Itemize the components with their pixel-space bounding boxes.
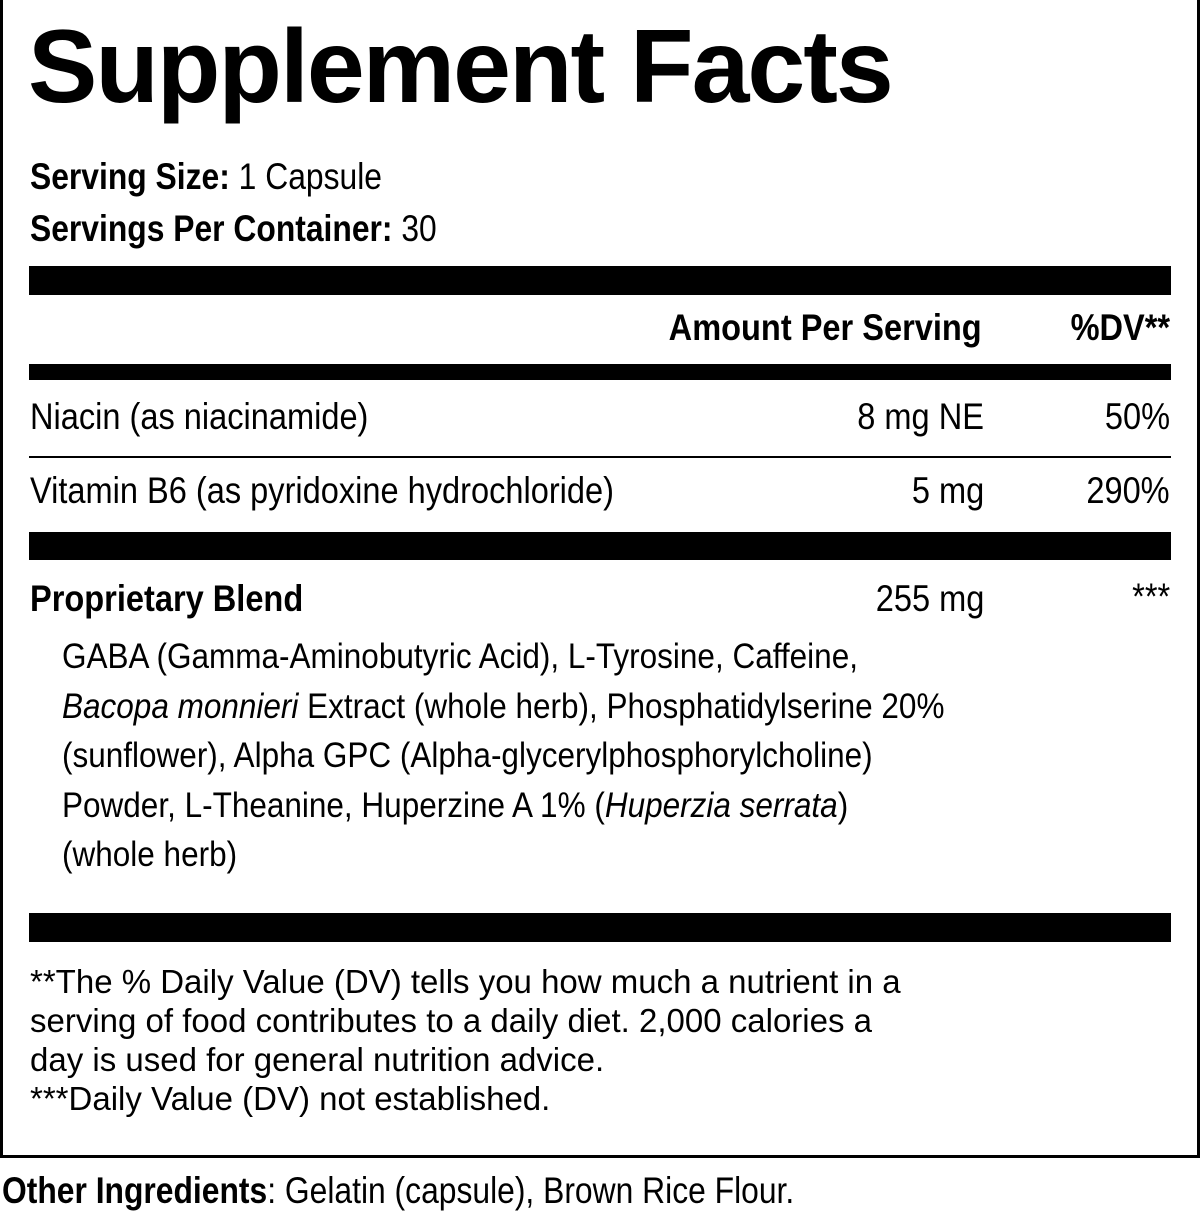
dv-header: %DV** — [1070, 307, 1170, 348]
footnotes: **The % Daily Value (DV) tells you how m… — [30, 962, 901, 1118]
divider-thick — [29, 266, 1171, 295]
footnote-line: ***Daily Value (DV) not established. — [30, 1080, 551, 1117]
blend-line: GABA (Gamma-Aminobutyric Acid), L-Tyrosi… — [62, 637, 858, 676]
blend-ingredients: GABA (Gamma-Aminobutyric Acid), L-Tyrosi… — [62, 632, 1151, 880]
blend-line: (sunflower), Alpha GPC (Alpha-glycerylph… — [62, 736, 873, 775]
blend-amount: 255 mg — [875, 578, 984, 619]
divider-medium — [29, 364, 1171, 380]
divider-thin — [29, 456, 1171, 458]
blend-text: ) — [837, 785, 849, 825]
nutrient-amount: 5 mg — [911, 470, 984, 511]
other-ingredients: Other Ingredients: Gelatin (capsule), Br… — [2, 1170, 794, 1212]
serving-size-label: Serving Size: — [30, 156, 230, 197]
amount-header: Amount Per Serving — [668, 307, 982, 348]
blend-line: Powder, L-Theanine, Huperzine A 1% (Hupe… — [62, 781, 1151, 831]
nutrient-dv: 50% — [1104, 396, 1170, 437]
nutrient-amount: 8 mg NE — [857, 396, 984, 437]
blend-text: Extract (whole herb), Phosphatidylserine… — [298, 686, 945, 726]
panel-title: Supplement Facts — [28, 9, 894, 125]
nutrient-dv: 290% — [1086, 470, 1170, 511]
botanical-name: Huperzia serrata — [604, 785, 838, 825]
footnote-line: **The % Daily Value (DV) tells you how m… — [30, 963, 901, 1000]
footnote-line: serving of food contributes to a daily d… — [30, 1002, 872, 1039]
nutrient-name: Vitamin B6 (as pyridoxine hydrochloride) — [30, 470, 614, 511]
servings-label: Servings Per Container: — [30, 208, 393, 249]
servings-value: 30 — [401, 208, 437, 249]
serving-size: Serving Size: 1 Capsule — [30, 156, 382, 198]
servings-per-container: Servings Per Container: 30 — [30, 208, 437, 250]
blend-line: (whole herb) — [62, 835, 238, 874]
botanical-name: Bacopa monnieri — [62, 686, 299, 726]
divider-thick — [29, 532, 1171, 560]
footnote-line: day is used for general nutrition advice… — [30, 1041, 605, 1078]
other-ingredients-value: : Gelatin (capsule), Brown Rice Flour. — [267, 1170, 795, 1211]
blend-line: Bacopa monnieri Extract (whole herb), Ph… — [62, 682, 1151, 732]
other-ingredients-label: Other Ingredients — [2, 1170, 268, 1211]
serving-size-value: 1 Capsule — [238, 156, 382, 197]
blend-text: Powder, L-Theanine, Huperzine A 1% ( — [62, 785, 605, 825]
nutrient-name: Niacin (as niacinamide) — [30, 396, 369, 437]
blend-dv: *** — [1131, 576, 1170, 617]
divider-thick — [29, 913, 1171, 942]
blend-name: Proprietary Blend — [30, 578, 304, 619]
supplement-facts-panel — [0, 0, 1200, 1158]
